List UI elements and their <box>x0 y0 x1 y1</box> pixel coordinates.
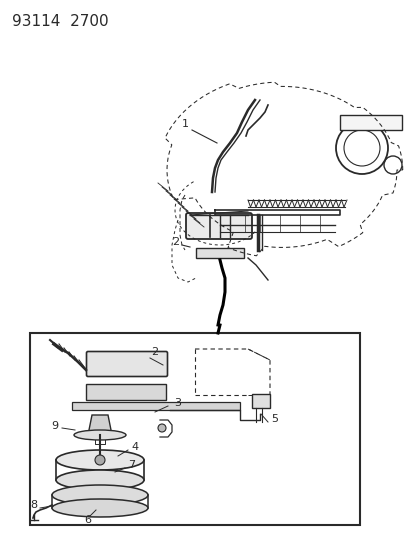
Ellipse shape <box>52 499 147 517</box>
Circle shape <box>95 455 105 465</box>
Ellipse shape <box>56 470 144 490</box>
Polygon shape <box>72 402 240 410</box>
Text: 93114  2700: 93114 2700 <box>12 14 108 29</box>
FancyBboxPatch shape <box>252 394 269 408</box>
Bar <box>30 333 359 525</box>
Text: 1: 1 <box>181 119 188 129</box>
Text: 4: 4 <box>131 442 138 452</box>
Text: 7: 7 <box>128 460 135 470</box>
Text: 6: 6 <box>84 515 91 525</box>
Polygon shape <box>88 415 112 435</box>
FancyBboxPatch shape <box>195 248 243 258</box>
FancyBboxPatch shape <box>185 213 252 239</box>
Text: 3: 3 <box>174 398 181 408</box>
Ellipse shape <box>52 485 147 505</box>
Text: 9: 9 <box>51 421 58 431</box>
Text: 8: 8 <box>31 500 38 510</box>
Text: 2: 2 <box>151 347 158 357</box>
Text: 2: 2 <box>172 237 179 247</box>
Ellipse shape <box>56 450 144 470</box>
FancyBboxPatch shape <box>86 384 166 400</box>
Text: 5: 5 <box>271 414 278 424</box>
FancyBboxPatch shape <box>339 115 401 130</box>
Ellipse shape <box>74 430 126 440</box>
Circle shape <box>158 424 166 432</box>
FancyBboxPatch shape <box>86 351 167 376</box>
